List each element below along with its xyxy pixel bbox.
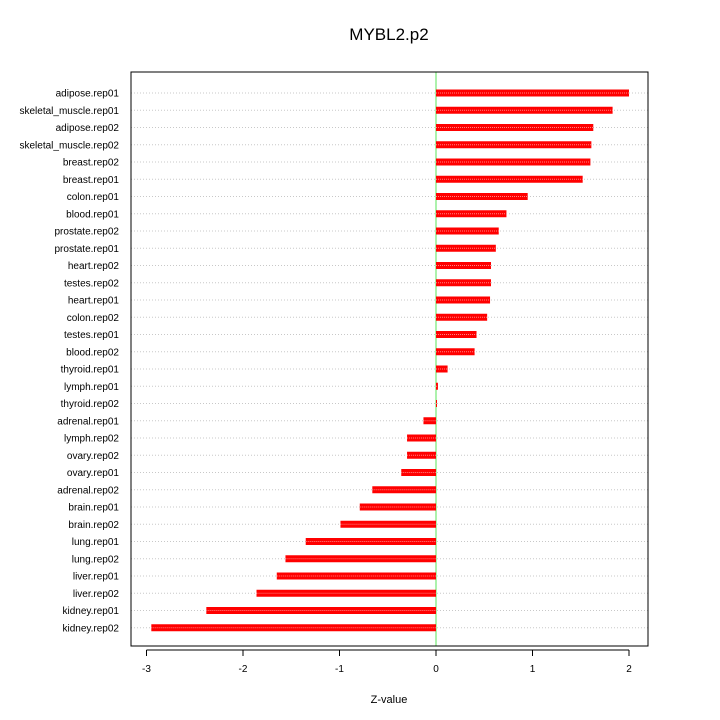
y-tick-label: blood.rep01 <box>66 209 119 220</box>
bar-adrenal.rep01 <box>423 417 436 425</box>
bar-fill <box>436 348 475 356</box>
bar-fill <box>276 572 436 580</box>
x-tick-label: 2 <box>626 664 632 675</box>
y-tick-label: skeletal_muscle.rep01 <box>20 106 120 117</box>
bars <box>151 89 629 632</box>
y-tick-label: kidney.rep01 <box>62 606 119 617</box>
y-tick-label: lung.rep02 <box>72 554 120 565</box>
y-tick-label: brain.rep01 <box>68 503 119 514</box>
y-tick-label: heart.rep01 <box>68 296 120 307</box>
bar-breast.rep02 <box>436 158 591 166</box>
bar-fill <box>436 262 492 269</box>
bar-fill <box>340 520 436 528</box>
grid-lines <box>131 92 648 629</box>
bar-fill <box>436 244 496 252</box>
y-tick-label: liver.rep02 <box>73 589 120 600</box>
bar-blood.rep02 <box>436 348 475 356</box>
bar-fill <box>401 469 436 476</box>
y-tick-label: adrenal.rep01 <box>57 416 119 427</box>
bar-lung.rep02 <box>285 555 436 563</box>
bar-testes.rep01 <box>436 331 477 338</box>
y-tick-label: prostate.rep02 <box>55 227 120 238</box>
bar-adipose.rep01 <box>436 89 629 97</box>
y-tick-label: adipose.rep02 <box>56 123 120 134</box>
x-axis-label: Z-value <box>371 694 408 706</box>
bar-fill <box>436 296 491 304</box>
x-tick-label: -2 <box>239 664 248 675</box>
bar-colon.rep02 <box>436 313 488 321</box>
bar-kidney.rep01 <box>206 607 436 614</box>
y-tick-label: heart.rep02 <box>68 261 120 272</box>
bar-fill <box>436 175 583 183</box>
bar-adipose.rep02 <box>436 124 594 131</box>
bar-lymph.rep02 <box>407 434 436 442</box>
bar-fill <box>305 538 436 545</box>
y-tick-labels: adipose.rep01 skeletal_muscle.rep01adipos… <box>20 89 120 635</box>
y-tick-label: breast.rep02 <box>63 158 120 169</box>
bar-fill <box>436 279 492 287</box>
y-tick-label: thyroid.rep02 <box>61 399 120 410</box>
y-tick-label: breast.rep01 <box>63 175 120 186</box>
bar-brain.rep02 <box>340 520 436 528</box>
y-tick-label: prostate.rep01 <box>55 244 120 255</box>
bar-fill <box>256 589 436 597</box>
bar-fill <box>436 193 528 200</box>
y-tick-label: thyroid.rep01 <box>61 365 120 376</box>
y-tick-label: liver.rep01 <box>73 572 120 583</box>
y-tick-label: testes.rep02 <box>64 278 119 289</box>
x-axis: -3 -2 -1 0 1 2 <box>142 649 632 675</box>
bar-thyroid.rep02 <box>436 400 437 407</box>
y-tick-label: blood.rep02 <box>66 347 119 358</box>
y-tick-label: ovary.rep01 <box>67 468 120 479</box>
bar-ovary.rep02 <box>407 451 436 459</box>
x-tick-label: -1 <box>335 664 344 675</box>
bar-prostate.rep01 <box>436 244 496 252</box>
bar-kidney.rep02 <box>151 624 436 632</box>
bar-brain.rep01 <box>359 503 436 511</box>
y-tick-label: colon.rep02 <box>67 313 120 324</box>
y-tick-label: skeletal_muscle.rep02 <box>20 140 120 151</box>
y-tick-label: lymph.rep02 <box>64 434 119 445</box>
x-tick-label: 0 <box>433 664 439 675</box>
y-tick-label: brain.rep02 <box>68 520 119 531</box>
y-tick-label: adrenal.rep02 <box>57 485 119 496</box>
chart-title: MYBL2.p2 <box>349 25 428 44</box>
bar-breast.rep01 <box>436 175 583 183</box>
bar-liver.rep01 <box>276 572 436 580</box>
bar-lung.rep01 <box>305 538 436 545</box>
y-tick-label: lymph.rep01 <box>64 382 119 393</box>
bar-ovary.rep01 <box>401 469 436 476</box>
bar-adrenal.rep02 <box>372 486 436 494</box>
bar-fill <box>436 227 499 235</box>
bar-fill <box>436 210 507 218</box>
y-tick-label: testes.rep01 <box>64 330 119 341</box>
bar-fill <box>285 555 436 563</box>
bar-fill <box>436 158 591 166</box>
bar-prostate.rep02 <box>436 227 499 235</box>
bar-colon.rep01 <box>436 193 528 200</box>
y-tick-label: lung.rep01 <box>72 537 120 548</box>
x-tick-label: 1 <box>530 664 536 675</box>
bar-heart.rep02 <box>436 262 492 269</box>
bar-skeletal_muscle.rep02 <box>436 141 592 149</box>
bar-thyroid.rep01 <box>436 365 448 373</box>
bar-fill <box>436 365 448 373</box>
bar-testes.rep02 <box>436 279 492 287</box>
y-tick-label: kidney.rep02 <box>62 623 119 634</box>
bar-skeletal_muscle.rep01 <box>436 106 613 114</box>
bar-fill <box>436 313 488 321</box>
y-tick-label: adipose.rep01 <box>56 89 120 100</box>
plot-frame <box>130 71 649 647</box>
bar-fill <box>372 486 436 494</box>
bar-lymph.rep01 <box>436 382 438 390</box>
bar-liver.rep02 <box>256 589 436 597</box>
bar-heart.rep01 <box>436 296 491 304</box>
y-tick-label: ovary.rep02 <box>67 451 120 462</box>
x-tick-label: -3 <box>142 664 151 675</box>
bar-blood.rep01 <box>436 210 507 218</box>
y-tick-label: colon.rep01 <box>67 192 120 203</box>
bar-fill <box>436 141 592 149</box>
